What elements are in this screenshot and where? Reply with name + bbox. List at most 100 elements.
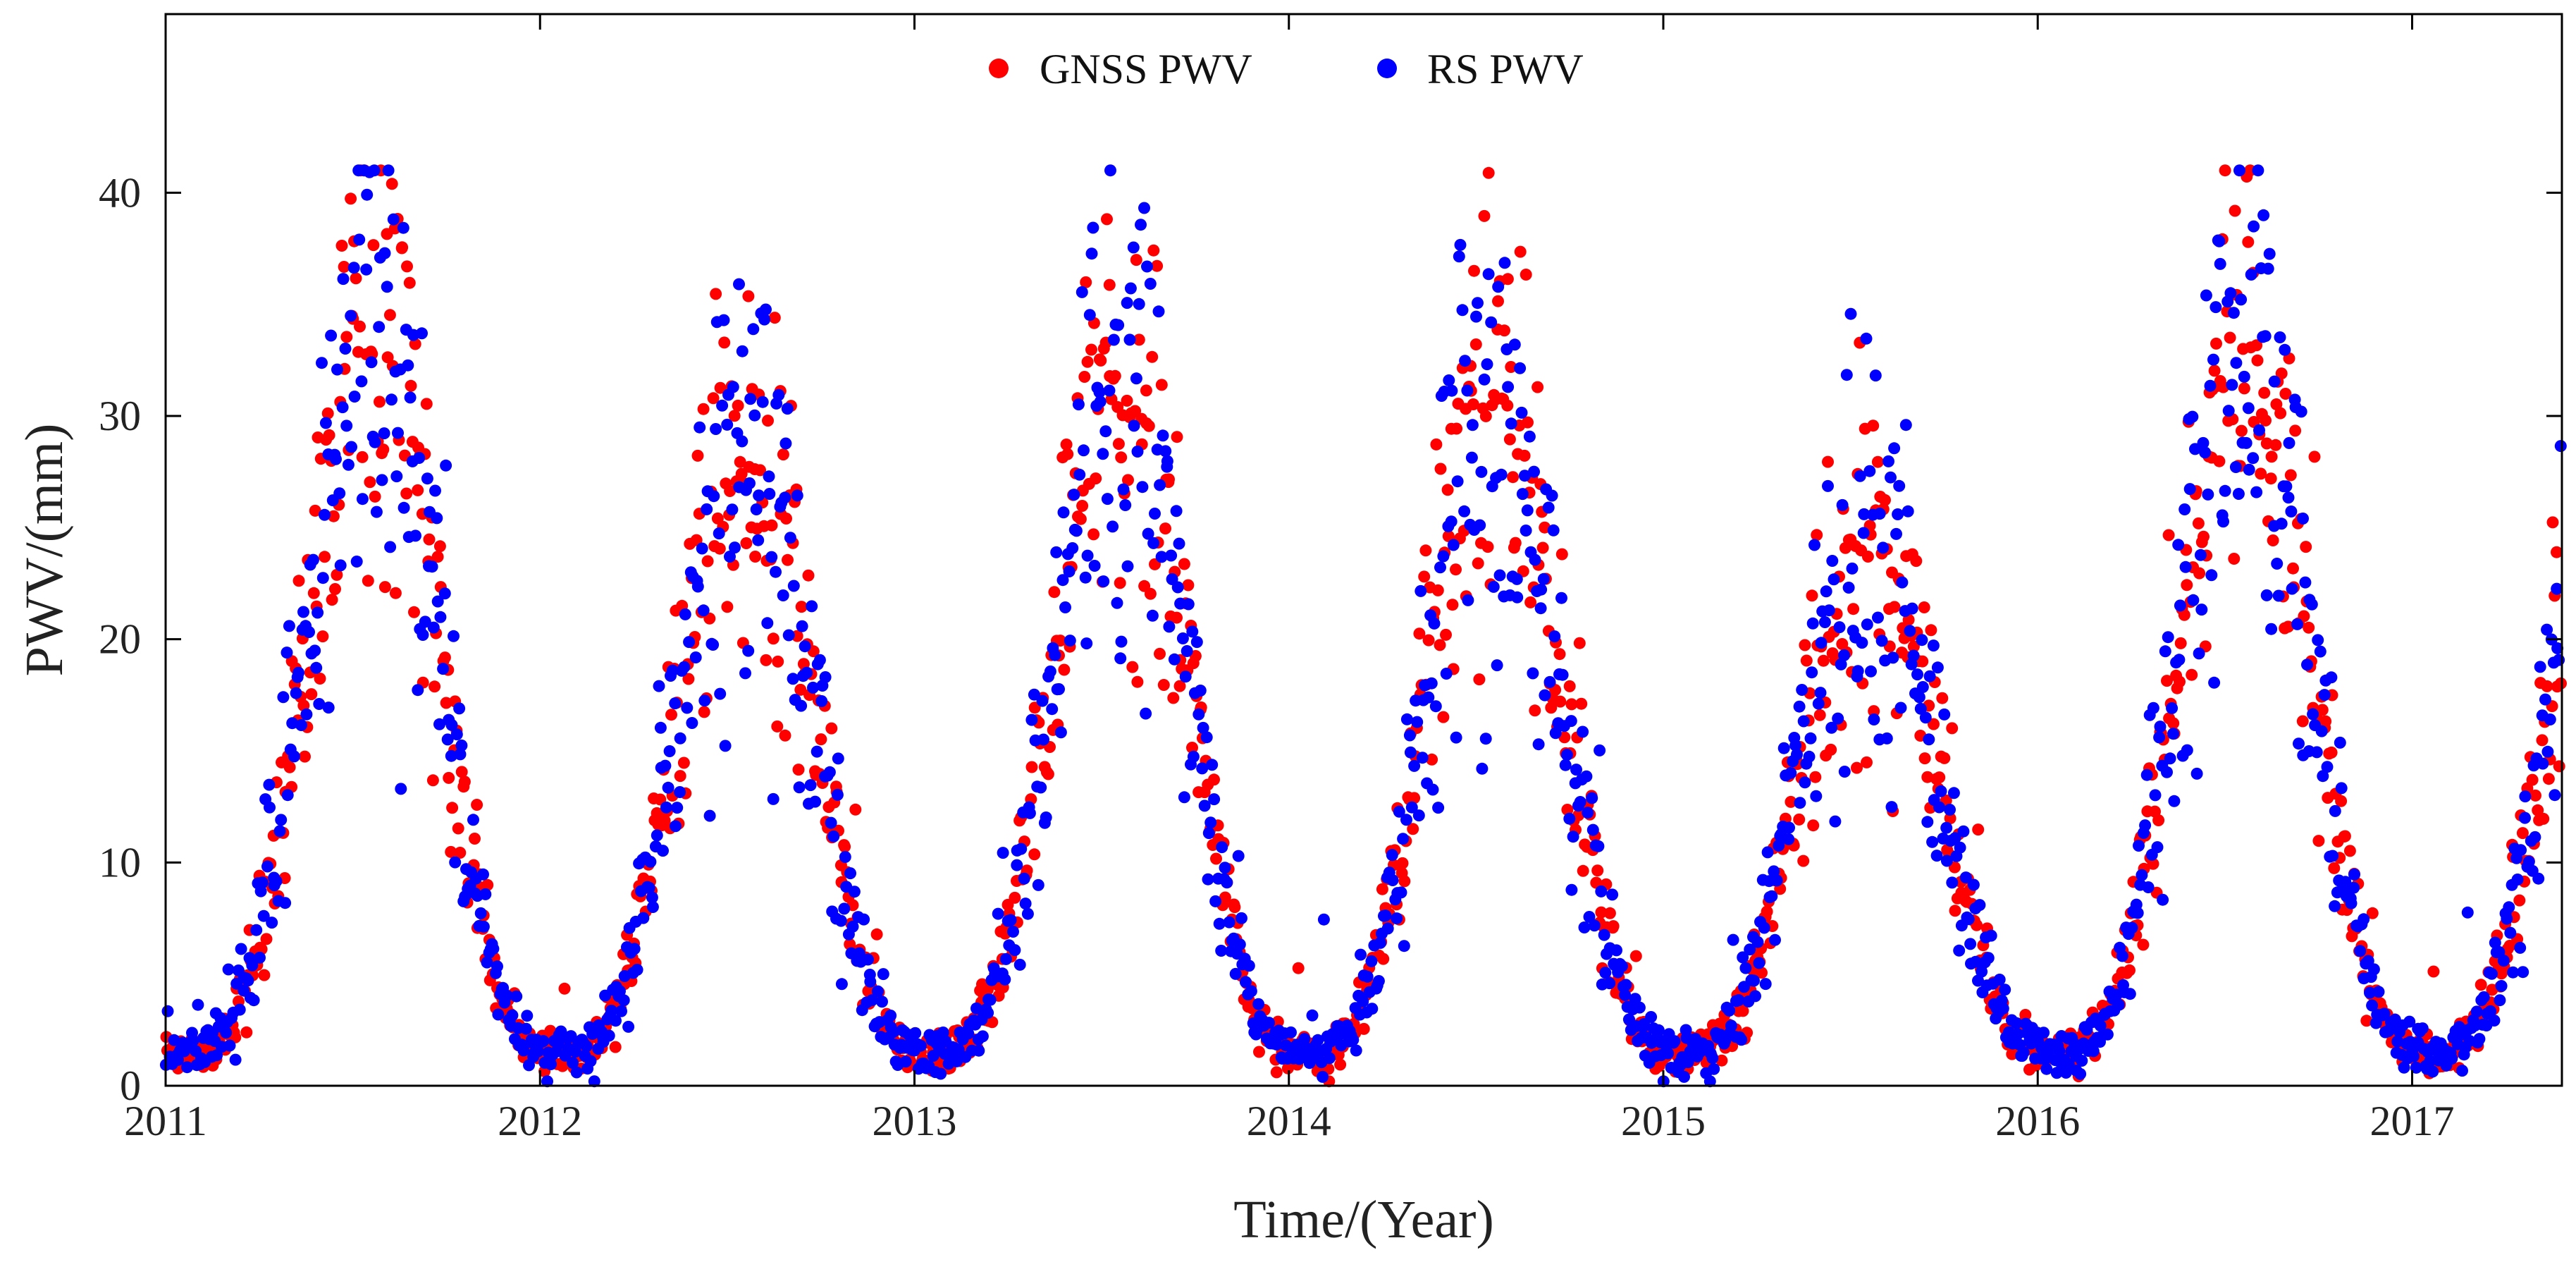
data-point (1155, 551, 1168, 563)
data-point (1879, 494, 1891, 506)
data-point (698, 694, 711, 707)
data-point (187, 1034, 199, 1047)
data-point (429, 680, 441, 693)
data-point (1121, 297, 1133, 310)
data-point (2152, 814, 2165, 826)
data-point (763, 470, 775, 483)
data-point (2219, 164, 2231, 177)
data-point (1532, 381, 1544, 393)
data-point (1545, 702, 1558, 714)
data-point (1501, 399, 1514, 412)
legend: GNSS PWV RS PWV (989, 46, 1584, 92)
data-point (2308, 451, 2321, 463)
data-point (2126, 921, 2138, 934)
data-point (1931, 661, 1944, 674)
data-point (1028, 848, 1041, 861)
data-point (1155, 379, 1168, 391)
data-point (348, 391, 361, 403)
data-point (1921, 771, 1934, 783)
data-point (1440, 628, 1452, 641)
data-point (1154, 479, 1166, 491)
data-point (1440, 668, 1453, 680)
data-point (2554, 440, 2567, 453)
data-point (2537, 812, 2550, 825)
data-point (1520, 525, 1532, 537)
data-point (1088, 560, 1101, 572)
data-point (477, 920, 490, 933)
data-point (1146, 609, 1159, 622)
data-point (802, 569, 815, 582)
data-point (331, 363, 343, 376)
data-point (1472, 297, 1484, 310)
data-point (2243, 463, 2255, 476)
data-point (795, 699, 808, 712)
data-point (426, 560, 438, 573)
data-point (1940, 854, 1953, 867)
data-point (2269, 439, 2282, 451)
data-point (2274, 407, 2287, 419)
data-point (316, 572, 329, 584)
data-point (1913, 691, 1925, 704)
data-point (1944, 812, 1956, 825)
data-point (1317, 1070, 1329, 1083)
data-point (1428, 617, 1441, 630)
data-point (588, 1075, 600, 1088)
plot-frame (164, 13, 2563, 1087)
data-point (1025, 713, 1038, 726)
data-point (1629, 950, 1642, 962)
data-point (909, 1027, 922, 1039)
data-point (404, 391, 417, 404)
data-point (870, 928, 883, 941)
data-point (2219, 484, 2231, 497)
data-point (2551, 642, 2564, 654)
data-point (360, 263, 373, 276)
y-tick-label: 40 (99, 169, 141, 216)
data-point (716, 399, 729, 412)
data-point (796, 620, 808, 632)
data-point (815, 733, 827, 746)
data-point (651, 829, 663, 842)
data-point (1972, 974, 1984, 987)
data-point (2541, 623, 2553, 636)
data-point (719, 740, 732, 752)
data-point (767, 632, 779, 645)
data-point (354, 320, 366, 333)
data-point (1482, 166, 1495, 179)
data-point (1863, 465, 1876, 477)
data-point (2161, 675, 2173, 687)
data-point (1232, 850, 1245, 862)
data-point (691, 449, 704, 462)
data-point (449, 856, 462, 869)
data-point (1355, 948, 1367, 961)
data-point (340, 331, 353, 343)
data-point (701, 503, 713, 515)
data-point (288, 750, 300, 763)
data-point (1933, 801, 1945, 814)
data-point (1620, 979, 1632, 991)
data-point (831, 788, 844, 801)
data-point (825, 816, 837, 829)
data-point (1190, 636, 1203, 649)
data-point (1432, 802, 1445, 814)
data-point (1121, 394, 1133, 407)
data-point (1334, 1058, 1347, 1071)
data-point (416, 327, 428, 340)
data-point (2553, 760, 2565, 773)
data-point (1281, 1062, 1294, 1074)
y-tick-labels: 0 10 20 30 40 (99, 169, 141, 1109)
data-point (1140, 384, 1152, 397)
data-point (2257, 209, 2270, 221)
data-point (1794, 797, 1806, 809)
data-point (1761, 905, 1773, 918)
data-point (450, 728, 463, 741)
data-point (1857, 527, 1870, 539)
data-point (2312, 634, 2324, 647)
data-point (1529, 704, 1541, 717)
data-point (1818, 616, 1831, 628)
data-point (1407, 823, 1419, 835)
data-point (319, 551, 331, 563)
data-point (1769, 933, 1781, 946)
data-point (2367, 963, 2380, 976)
data-point (1921, 816, 1934, 828)
data-point (2513, 894, 2526, 907)
